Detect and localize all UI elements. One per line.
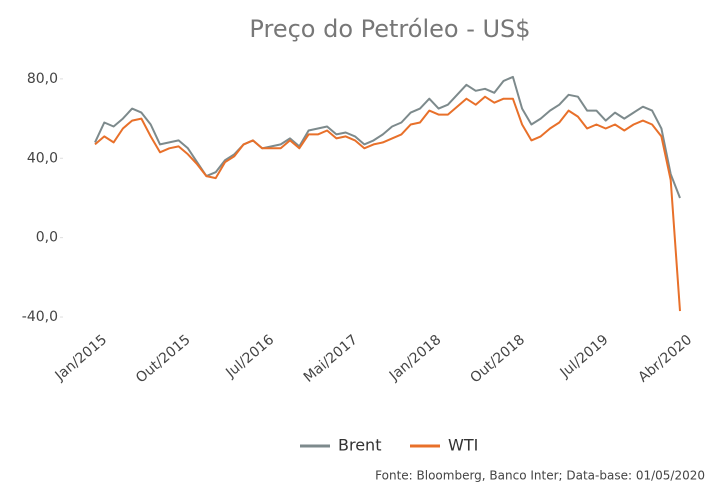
x-tick-label: Jan/2018 xyxy=(386,332,444,385)
series-line xyxy=(94,75,681,199)
chart-title: Preço do Petróleo - US$ xyxy=(249,15,530,43)
x-tick-label: Abr/2020 xyxy=(635,332,695,386)
x-tick-label: Jan/2015 xyxy=(52,332,110,385)
x-tick-label: Out/2018 xyxy=(467,332,528,387)
y-tick-label: 0,0 xyxy=(36,230,58,246)
x-tick-label: Jul/2019 xyxy=(557,332,612,382)
series-line xyxy=(94,95,681,312)
x-tick-label: Jul/2016 xyxy=(222,332,277,382)
source-note: Fonte: Bloomberg, Banco Inter; Data-base… xyxy=(375,469,705,483)
y-tick-label: 80,0 xyxy=(27,71,58,87)
legend-label: Brent xyxy=(338,436,381,455)
y-tick-label: 40,0 xyxy=(27,150,58,166)
x-tick-label: Mai/2017 xyxy=(301,332,361,386)
legend-label: WTI xyxy=(448,436,478,455)
x-tick-label: Out/2015 xyxy=(133,332,194,387)
y-tick-label: -40,0 xyxy=(22,309,58,325)
